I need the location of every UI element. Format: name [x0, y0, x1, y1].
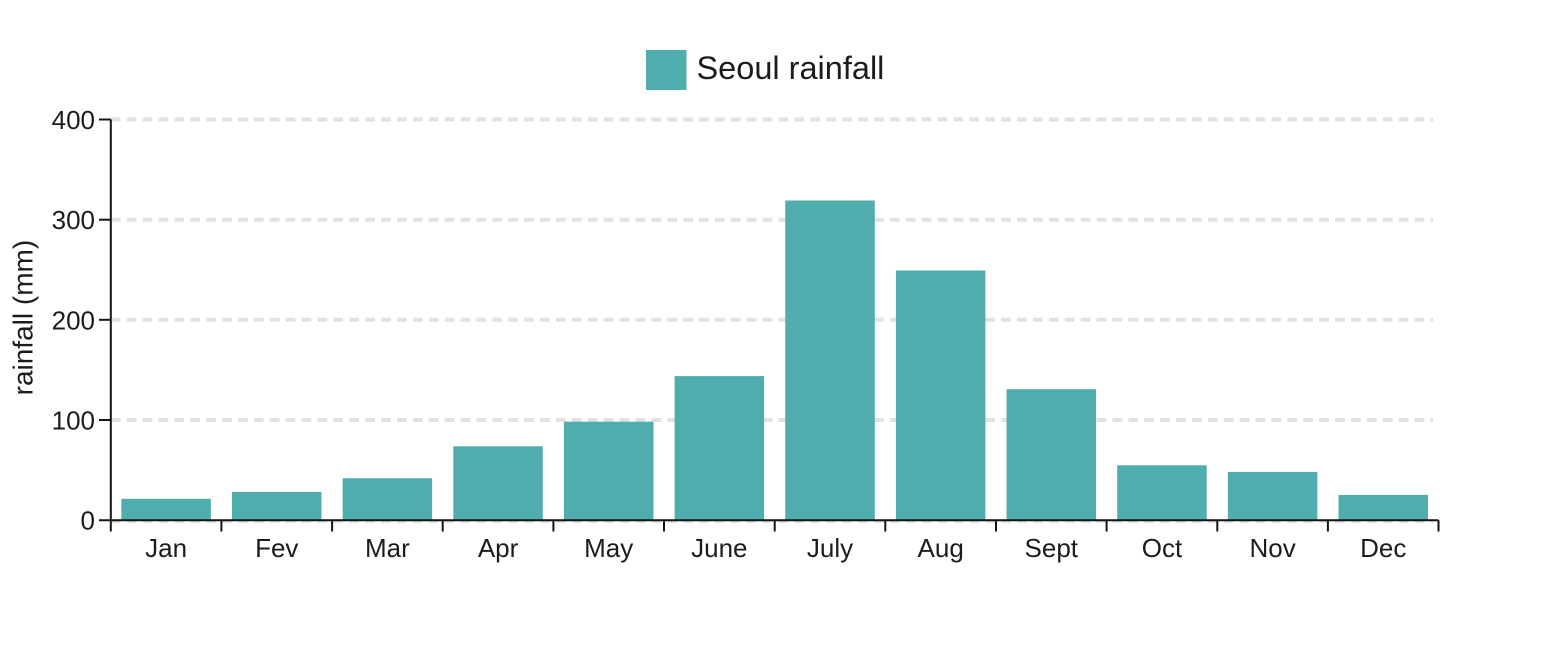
svg-text:0: 0 [81, 506, 95, 536]
svg-text:Nov: Nov [1249, 533, 1295, 563]
svg-text:Dec: Dec [1360, 533, 1406, 563]
svg-text:July: July [807, 533, 853, 563]
svg-text:200: 200 [52, 305, 95, 335]
svg-text:May: May [584, 533, 633, 563]
svg-text:Apr: Apr [478, 533, 519, 563]
svg-text:rainfall (mm): rainfall (mm) [8, 240, 39, 396]
svg-text:Fev: Fev [255, 533, 298, 563]
svg-text:400: 400 [52, 105, 95, 135]
svg-text:Mar: Mar [365, 533, 410, 563]
svg-text:Jan: Jan [145, 533, 187, 563]
svg-text:Aug: Aug [918, 533, 964, 563]
svg-text:Sept: Sept [1025, 533, 1079, 563]
svg-text:100: 100 [52, 406, 95, 436]
svg-text:Oct: Oct [1142, 533, 1183, 563]
svg-text:June: June [691, 533, 747, 563]
svg-text:Seoul rainfall: Seoul rainfall [697, 50, 885, 86]
svg-text:300: 300 [52, 205, 95, 235]
